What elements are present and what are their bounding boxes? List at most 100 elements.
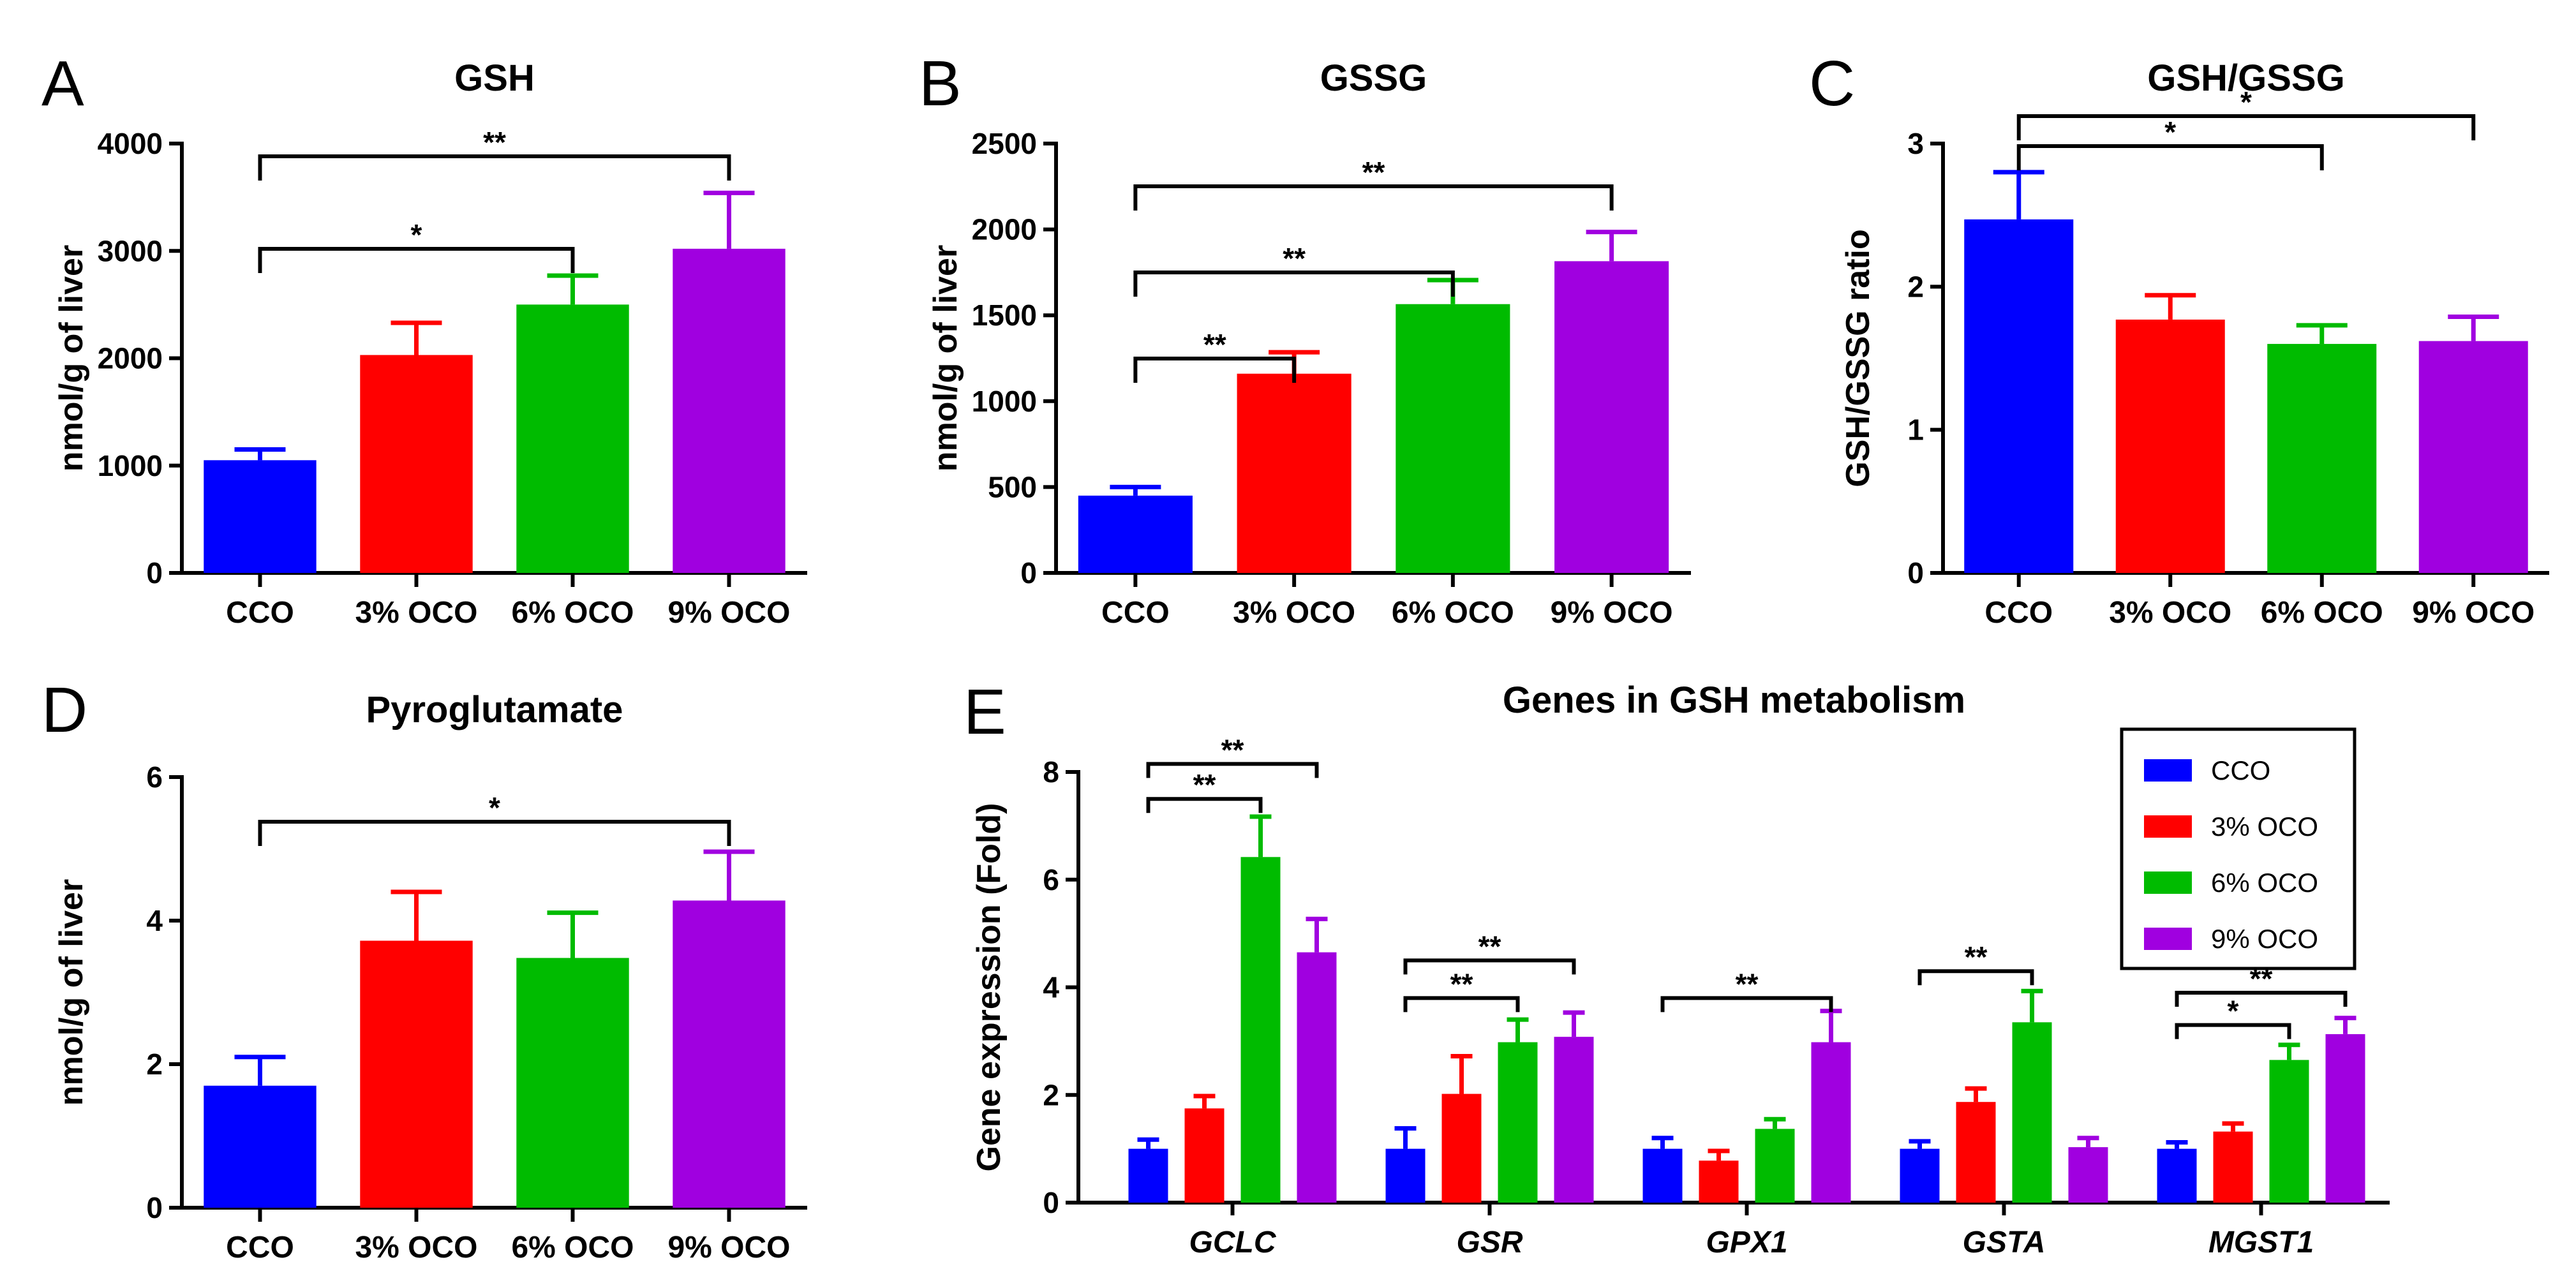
bar [1755,1129,1795,1203]
significance-label: ** [1193,768,1216,801]
y-tick-label: 2 [146,1048,163,1081]
x-tick-label: CCO [1101,596,1170,630]
error-bar [2077,1136,2099,1148]
bar [1554,1037,1594,1203]
y-tick-label: 3000 [98,234,163,267]
error-bar [1764,1116,1786,1129]
significance-bracket [2175,1023,2291,1039]
y-tick-label: 0 [146,1191,163,1224]
bar [1498,1042,1538,1203]
error-bar [2296,323,2348,345]
bar [2418,341,2528,573]
bar [1078,495,1193,573]
bar [1441,1094,1482,1203]
error-bar [1193,1094,1216,1109]
error-bar [2222,1121,2244,1132]
bar [204,460,316,573]
error-bar [1820,1009,1842,1042]
bar [1956,1102,1996,1203]
panel-letter: D [41,674,87,746]
y-tick-label: 0 [1020,556,1037,590]
significance-bracket [1146,762,1319,778]
significance-bracket [258,247,575,273]
bar [1554,261,1669,573]
x-tick-label: 6% OCO [2261,596,2383,630]
panel-a: A GSH nmol/g of liver 0 1000 2000 3000 4000 CCO 3… [41,48,807,630]
error-bar [234,447,286,461]
legend-swatch [2144,928,2192,950]
error-bar [1507,1017,1529,1042]
error-bar [1563,1010,1585,1037]
significance-bracket [1403,958,1576,975]
bar [2269,1060,2309,1203]
error-bar [1993,170,2044,219]
significance-bracket [1146,797,1263,813]
y-axis-title: Gene expression (Fold) [971,803,1008,1172]
y-tick-label: 1000 [98,449,163,482]
error-bar [703,190,755,249]
y-tick-label: 8 [1043,755,1059,789]
x-tick-label: CCO [1984,596,2053,630]
x-tick-label: 9% OCO [667,596,790,630]
error-bar [2166,1140,2188,1149]
bar [1699,1161,1739,1203]
bar [1237,373,1351,573]
error-bar [1651,1136,1674,1149]
y-tick-label: 6 [146,760,163,794]
bar [360,940,473,1208]
legend-swatch [2144,871,2192,894]
error-bar [391,889,442,941]
panel-b: B GSSG nmol/g of liver 0 500 1000 1500 2000 2500… [919,48,1691,630]
error-bar [1965,1086,1987,1102]
x-tick-label: 3% OCO [355,1231,477,1264]
legend-label: 3% OCO [2211,812,2318,842]
significance-bracket [1133,184,1614,211]
panel-letter: C [1809,48,1855,119]
y-tick-label: 500 [988,470,1037,503]
error-bar [1450,1054,1473,1094]
x-tick-label: 3% OCO [355,596,477,630]
chart-title: GSH/GSSG [2147,57,2344,99]
bar [1240,857,1281,1203]
y-tick-label: 4 [1043,971,1059,1004]
x-tick-label: 6% OCO [1392,596,1514,630]
bar [2012,1022,2052,1203]
significance-label: ** [1203,328,1226,361]
error-bar [1249,814,1272,857]
bar [1385,1148,1426,1203]
significance-label: ** [1478,930,1501,963]
bar [1184,1108,1225,1203]
significance-label: ** [1283,242,1306,275]
chart-title: Pyroglutamate [366,689,623,730]
significance-bracket [258,154,731,181]
bar [673,248,785,573]
error-bar [2334,1016,2356,1034]
error-bar [2145,293,2196,320]
bar [1396,304,1510,573]
y-tick-label: 0 [1043,1186,1059,1219]
y-tick-label: 2 [1907,270,1924,303]
significance-label: * [2164,115,2176,149]
y-tick-label: 2000 [972,213,1037,246]
significance-label: ** [1362,156,1385,189]
error-bar [703,849,755,901]
error-bar [1137,1137,1159,1149]
y-axis-title: nmol/g of liver [53,245,90,471]
bar [1900,1148,1940,1203]
significance-bracket [1133,357,1297,383]
error-bar [2021,988,2043,1023]
bar [1297,952,1337,1203]
legend-swatch [2144,759,2192,782]
legend-label: 9% OCO [2211,924,2318,954]
error-bar [1586,230,1637,262]
x-tick-label: GSR [1456,1226,1523,1259]
bar [1642,1148,1683,1203]
significance-bracket [1403,996,1520,1012]
error-bar [391,320,442,355]
error-bar [547,273,599,305]
legend: CCO 3% OCO 6% OCO 9% OCO [2120,727,2356,970]
significance-bracket [2016,114,2476,140]
x-tick-label: CCO [226,1231,294,1264]
panel-c: C GSH/GSSG GSH/GSSG ratio 0 1 2 3 CCO 3% OCO 6% O… [1809,48,2549,630]
bar [2213,1131,2253,1203]
